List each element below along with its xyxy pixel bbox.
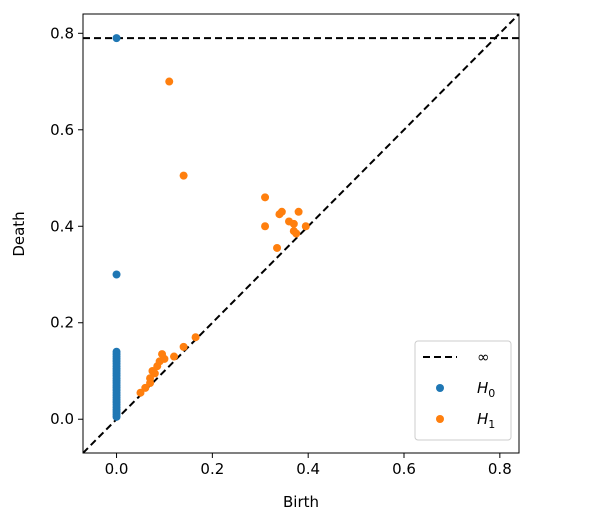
point-h1-8 [294, 207, 303, 216]
legend-box [414, 340, 512, 441]
point-h1-1 [179, 171, 188, 180]
point-h1-24 [179, 342, 188, 351]
x-tick-label-0: 0.0 [105, 460, 129, 478]
x-tick-label-1: 0.2 [200, 460, 224, 478]
legend-infinity-label: ∞ [477, 348, 490, 366]
diagonal-line [83, 14, 519, 453]
point-h1-2 [261, 193, 270, 202]
axes: 0.0 0.2 0.4 0.6 0.8 0.0 0.2 0.4 0.6 0.8 [50, 13, 520, 478]
y-tick-label-4: 0.8 [50, 24, 74, 42]
point-h1-5 [277, 207, 286, 216]
x-tick-label-4: 0.8 [488, 460, 512, 478]
x-tick-label-2: 0.4 [296, 460, 320, 478]
plot-clip-group [83, 14, 519, 453]
legend-marker-h1 [436, 415, 444, 423]
point-h1-25 [191, 333, 200, 342]
point-h1-23 [170, 352, 179, 361]
point-h0-0 [112, 34, 121, 43]
x-tick-label-3: 0.6 [392, 460, 416, 478]
y-tick-label-1: 0.2 [50, 314, 74, 332]
y-tick-label-3: 0.6 [50, 121, 74, 139]
y-tick-label-0: 0.0 [50, 410, 74, 428]
point-h1-10 [292, 229, 301, 238]
point-h1-7 [289, 219, 298, 228]
legend-subscript-h0: 0 [488, 387, 495, 400]
y-axis-label: Death [10, 211, 28, 256]
series-h0 [112, 34, 121, 421]
legend-marker-h0 [436, 384, 444, 392]
y-tick-label-2: 0.4 [50, 217, 74, 235]
series-h1 [136, 77, 310, 397]
plot-area [83, 14, 519, 453]
x-axis-label: Birth [283, 493, 319, 511]
point-h0-29 [112, 412, 121, 421]
point-h1-3 [261, 222, 270, 231]
point-h1-22 [158, 350, 167, 359]
legend-subscript-h1: 1 [488, 418, 495, 431]
point-h1-11 [301, 222, 310, 231]
point-h1-12 [273, 243, 282, 252]
axes-frame [82, 13, 520, 454]
point-h1-0 [165, 77, 174, 86]
point-h0-1 [112, 270, 121, 279]
